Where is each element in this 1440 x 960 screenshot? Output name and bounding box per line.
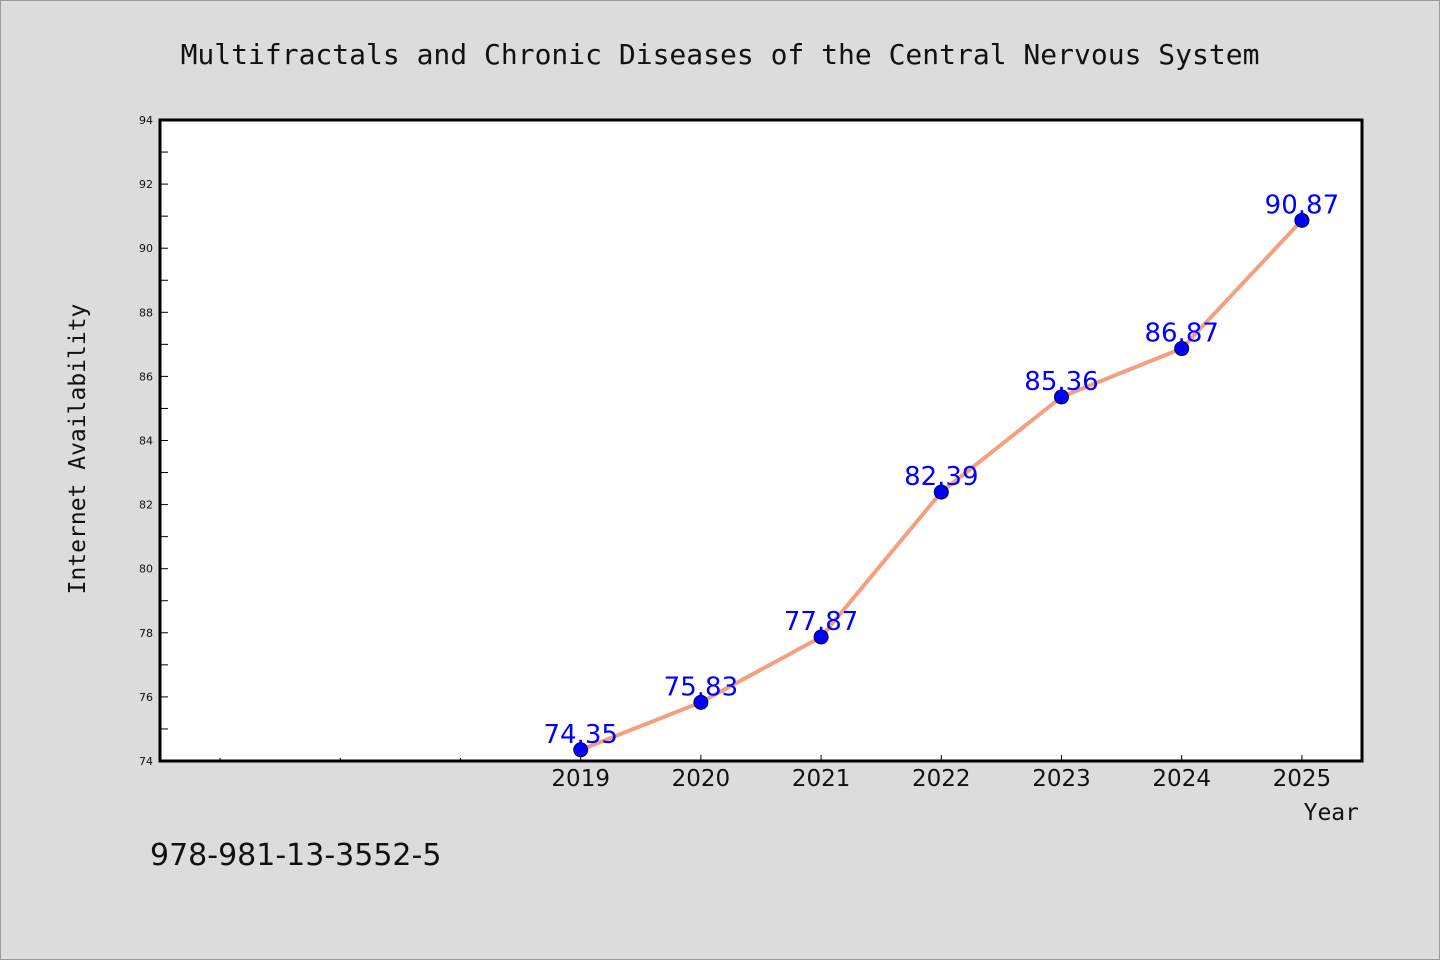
- data-label: 90.87: [1265, 190, 1339, 220]
- data-point: [573, 742, 589, 758]
- data-label: 74.35: [543, 720, 617, 750]
- data-point: [813, 629, 829, 645]
- y-tick-label: 74: [139, 755, 153, 768]
- chart-title: Multifractals and Chronic Diseases of th…: [181, 38, 1260, 71]
- y-tick-label: 86: [139, 370, 153, 383]
- data-label: 75.83: [664, 672, 738, 702]
- y-tick-labels: 74 76 78 80 82 84 86 88 90 92 94: [139, 114, 153, 768]
- data-label: 77.87: [784, 607, 858, 637]
- x-tick-label: 2025: [1273, 766, 1332, 792]
- x-tick-label: 2022: [912, 766, 971, 792]
- x-tick-label: 2023: [1032, 766, 1091, 792]
- y-axis-label: Internet Availability: [65, 304, 91, 595]
- x-tick-label: 2024: [1152, 766, 1211, 792]
- data-label: 85.36: [1024, 367, 1098, 397]
- data-point: [1174, 341, 1190, 357]
- data-point: [693, 694, 709, 710]
- data-point: [933, 484, 949, 500]
- plot-border: [158, 118, 1364, 763]
- data-label: 82.39: [904, 462, 978, 492]
- data-point: [1294, 212, 1310, 228]
- y-tick-label: 82: [139, 499, 153, 512]
- y-tick-label: 78: [139, 627, 153, 640]
- y-tick-label: 76: [139, 691, 153, 704]
- plot-area: [160, 120, 1362, 761]
- y-tick-label: 84: [139, 435, 153, 448]
- data-series: [573, 212, 1310, 758]
- x-tick-label: 2020: [672, 766, 731, 792]
- data-labels: 74.35 75.83 77.87 82.39 85.36 86.87 90.87: [543, 190, 1339, 749]
- y-tick-label: 92: [139, 178, 153, 191]
- y-tick-label: 94: [139, 114, 153, 127]
- x-tick-labels: 2019 2020 2021 2022 2023 2024 2025: [551, 766, 1331, 792]
- footer-code: 978-981-13-3552-5: [150, 838, 441, 873]
- x-tick-label: 2019: [551, 766, 610, 792]
- x-axis-label: Year: [1304, 800, 1359, 826]
- data-label: 86.87: [1144, 319, 1218, 349]
- y-tick-label: 88: [139, 306, 153, 319]
- y-tick-label: 80: [139, 563, 153, 576]
- data-point: [1054, 389, 1069, 405]
- y-tick-label: 90: [139, 242, 153, 255]
- x-tick-label: 2021: [792, 766, 851, 792]
